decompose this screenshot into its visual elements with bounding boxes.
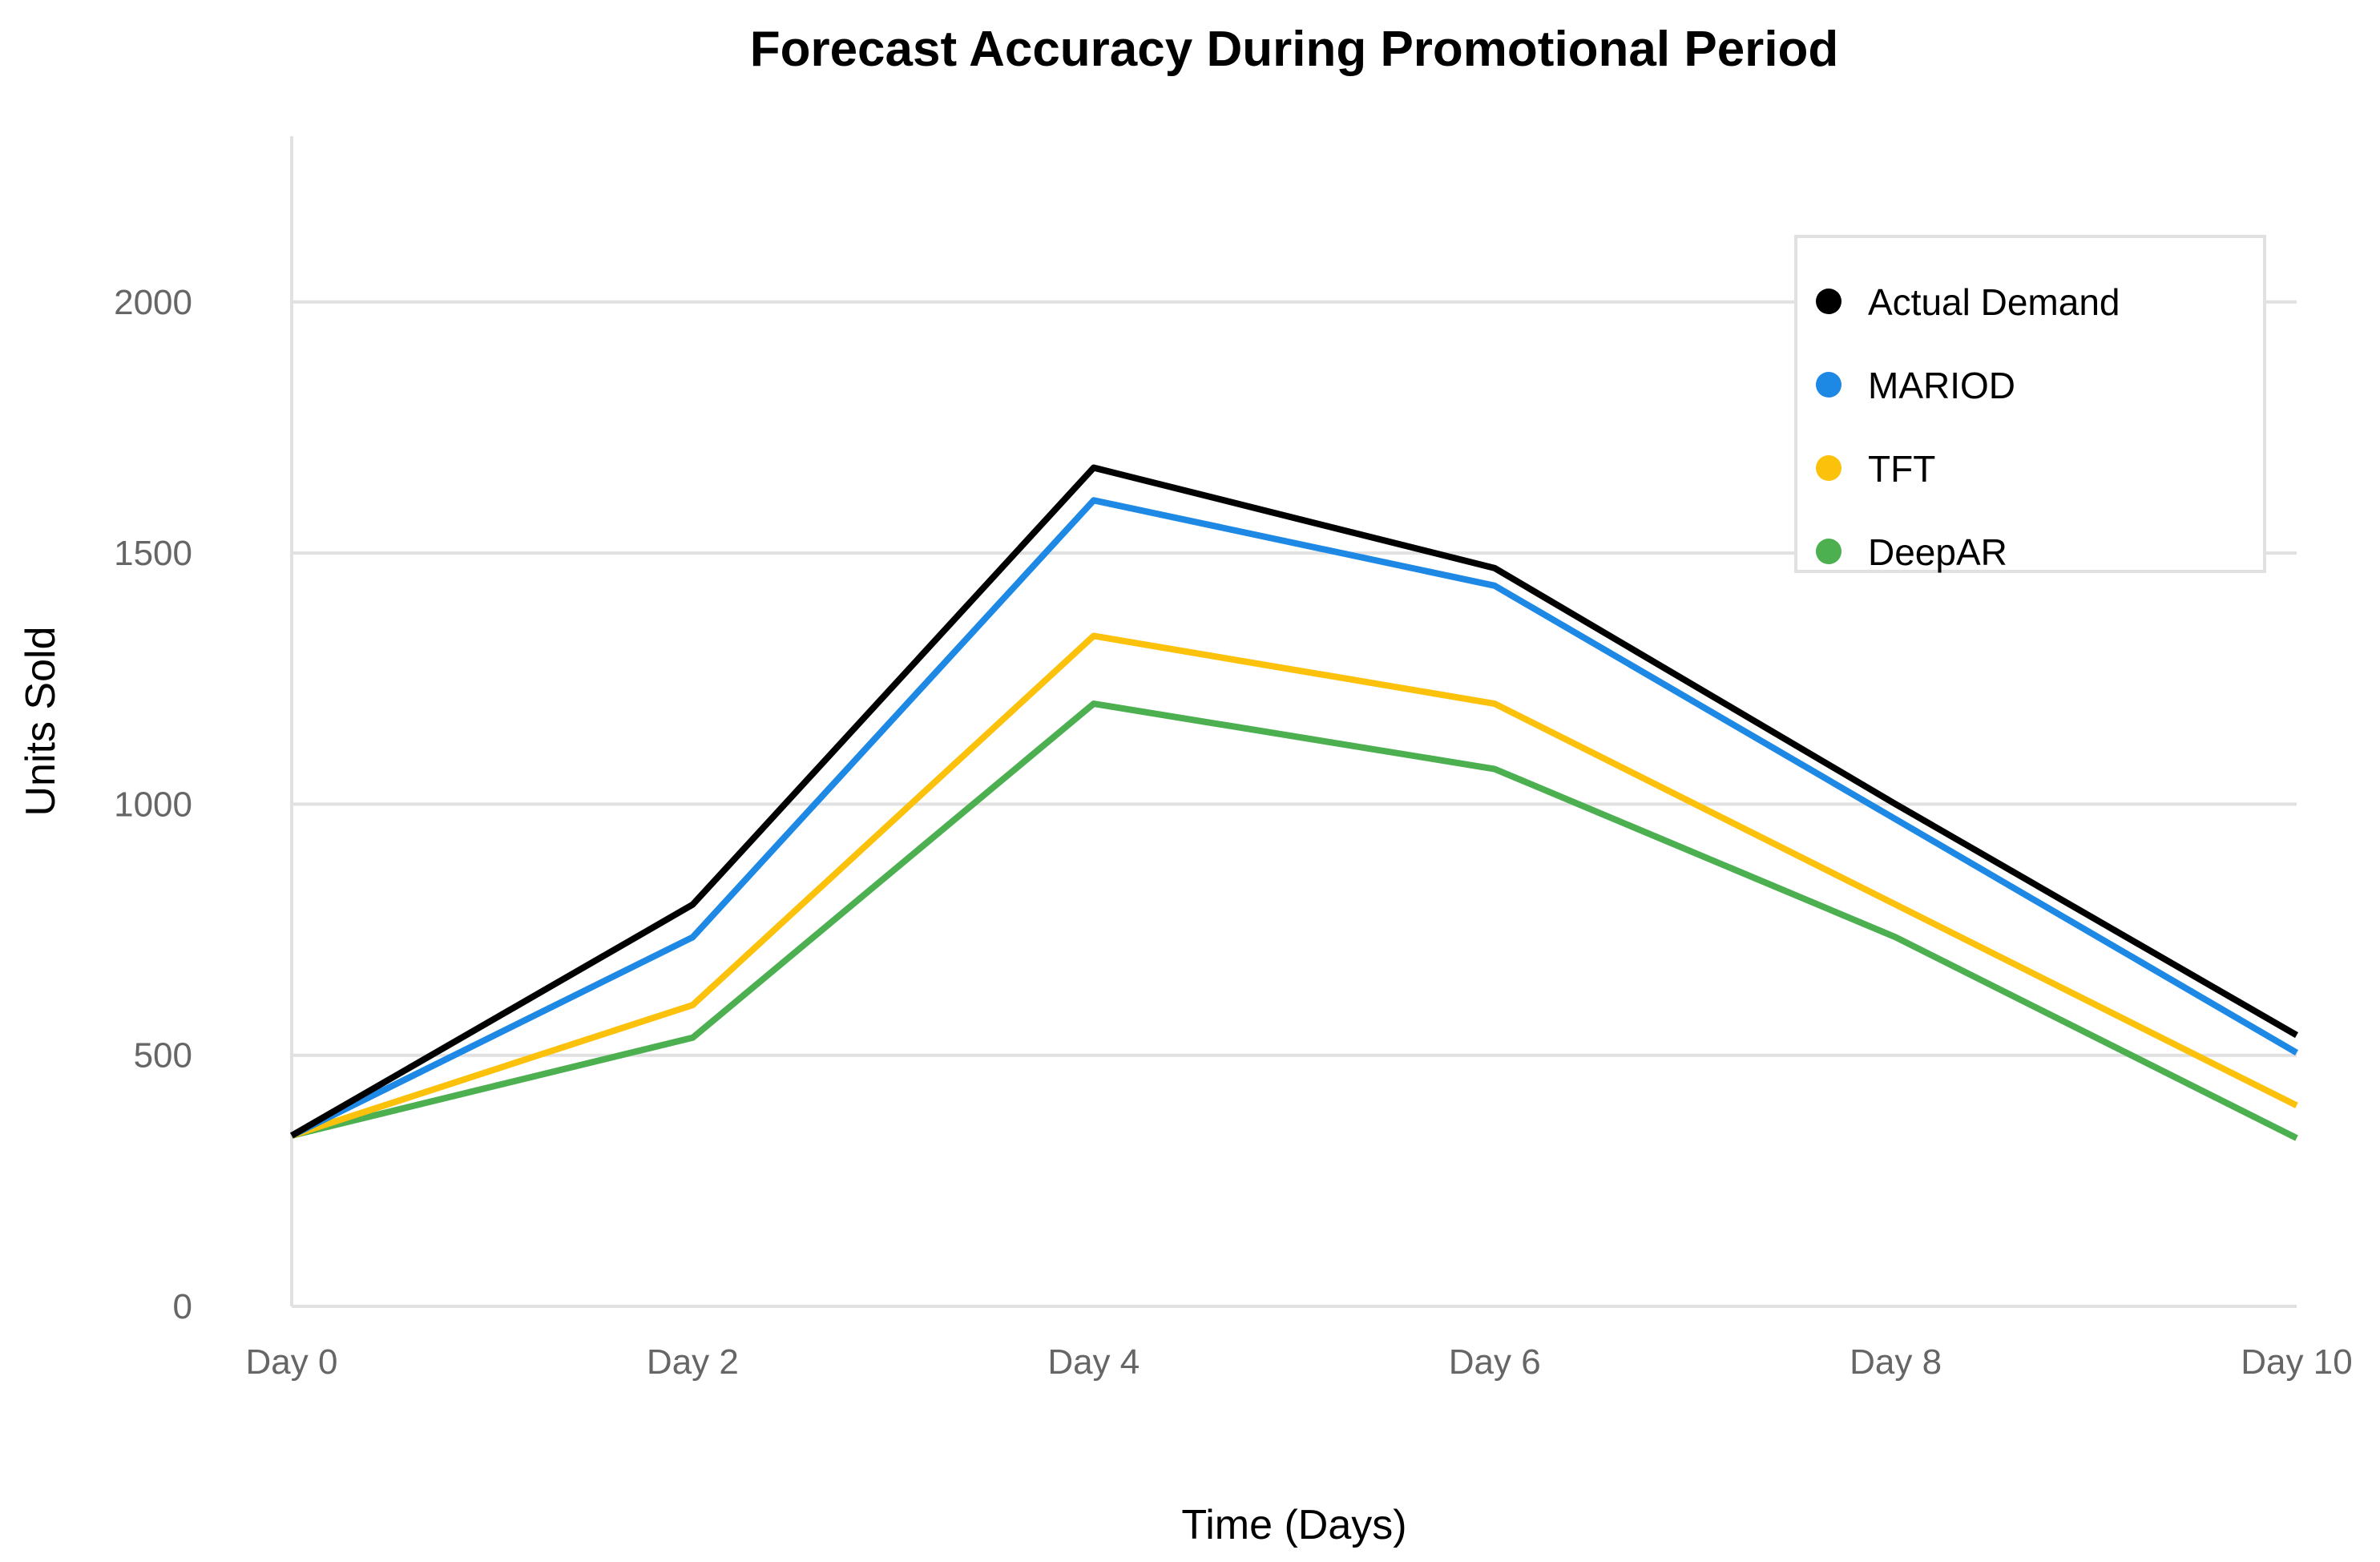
x-tick-labels: Day 0 Day 2 Day 4 Day 6 Day 8 Day 10 bbox=[246, 1342, 2353, 1382]
y-tick-label: 0 bbox=[173, 1287, 192, 1326]
x-tick-label: Day 2 bbox=[647, 1342, 739, 1382]
legend-marker-mariod bbox=[1816, 372, 1841, 398]
series-line-actual-demand bbox=[290, 464, 2298, 1139]
legend-marker-actual-demand bbox=[1816, 289, 1841, 314]
y-tick-label: 500 bbox=[134, 1036, 192, 1076]
x-axis-label: Time (Days) bbox=[1181, 1502, 1406, 1548]
y-tick-label: 1000 bbox=[114, 785, 192, 824]
y-tick-label: 2000 bbox=[114, 283, 192, 322]
y-tick-labels: 0 500 1000 1500 2000 bbox=[114, 283, 192, 1326]
legend-label-actual-demand: Actual Demand bbox=[1868, 281, 2120, 323]
x-tick-label: Day 6 bbox=[1449, 1342, 1541, 1382]
series-line-mariod bbox=[290, 497, 2299, 1139]
series-lines bbox=[290, 464, 2299, 1141]
legend: Actual Demand MARIOD TFT DeepAR bbox=[1794, 235, 2266, 573]
x-tick-label: Day 0 bbox=[246, 1342, 338, 1382]
legend-marker-tft bbox=[1816, 455, 1841, 481]
x-tick-label: Day 8 bbox=[1850, 1342, 1942, 1382]
legend-label-deepar: DeepAR bbox=[1868, 531, 2007, 573]
legend-box bbox=[1794, 235, 2266, 573]
x-tick-label: Day 4 bbox=[1047, 1342, 1140, 1382]
legend-label-mariod: MARIOD bbox=[1868, 365, 2015, 406]
series-line-deepar bbox=[291, 700, 2298, 1141]
y-axis-label: Units Sold bbox=[18, 627, 64, 817]
y-tick-label: 1500 bbox=[114, 534, 192, 573]
legend-marker-deepar bbox=[1816, 539, 1841, 564]
legend-label-tft: TFT bbox=[1868, 448, 1935, 490]
x-tick-label: Day 10 bbox=[2241, 1342, 2352, 1382]
chart-title: Forecast Accuracy During Promotional Per… bbox=[750, 22, 1839, 77]
series-line-tft bbox=[290, 632, 2298, 1139]
